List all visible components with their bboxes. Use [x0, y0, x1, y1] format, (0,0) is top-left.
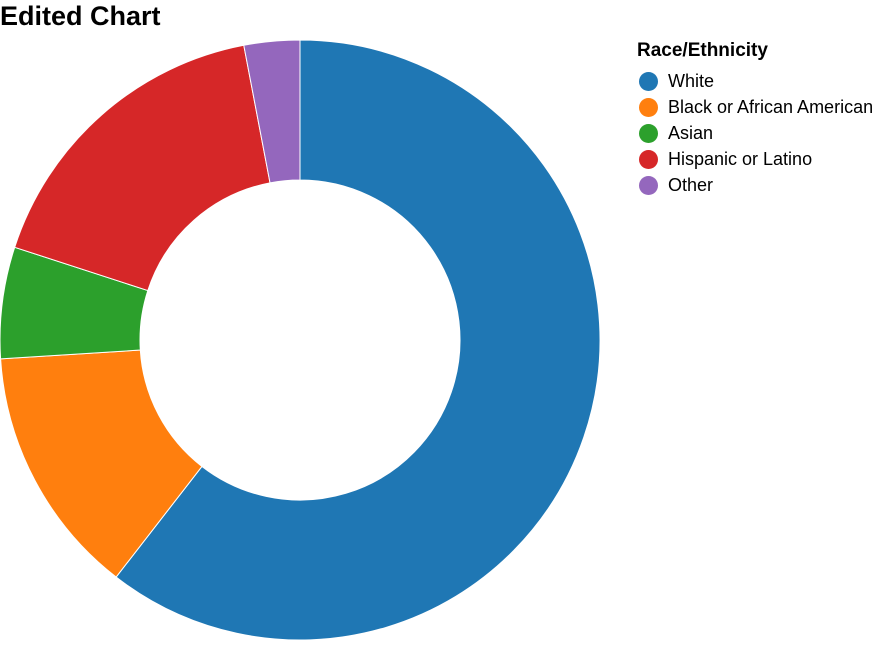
donut-slice-hispanic-or-latino [14, 44, 271, 292]
legend-item-asian: Asian [637, 120, 896, 146]
legend-swatch-white [639, 71, 658, 91]
legend-swatch-hispanic-or-latino [639, 149, 658, 169]
legend-title: Race/Ethnicity [637, 40, 768, 61]
legend-item-white: White [637, 68, 896, 94]
legend-label-black-or-african-american: Black or African American [668, 97, 874, 117]
donut-slice-other [243, 39, 301, 184]
donut-slice-white [115, 39, 601, 641]
legend-label-white: White [668, 71, 715, 91]
chart-title: Edited Chart [0, 1, 161, 31]
legend-label-asian: Asian [668, 123, 714, 143]
legend-label-other: Other [668, 175, 714, 195]
legend-item-hispanic-or-latino: Hispanic or Latino [637, 146, 896, 172]
legend: Race/Ethnicity White Black or African Ame… [637, 38, 896, 198]
legend-swatch-asian [639, 123, 658, 143]
legend-swatch-black-or-african-american [639, 97, 658, 117]
donut-slice-black-or-african-american [0, 349, 203, 578]
legend-item-other: Other [637, 172, 896, 198]
legend-swatch-other [639, 175, 658, 195]
legend-item-black-or-african-american: Black or African American [637, 94, 896, 120]
legend-items: White Black or African American Asian Hispa… [637, 68, 896, 198]
donut-chart-svg [0, 39, 601, 641]
legend-label-hispanic-or-latino: Hispanic or Latino [668, 149, 813, 169]
donut-chart [0, 39, 601, 641]
